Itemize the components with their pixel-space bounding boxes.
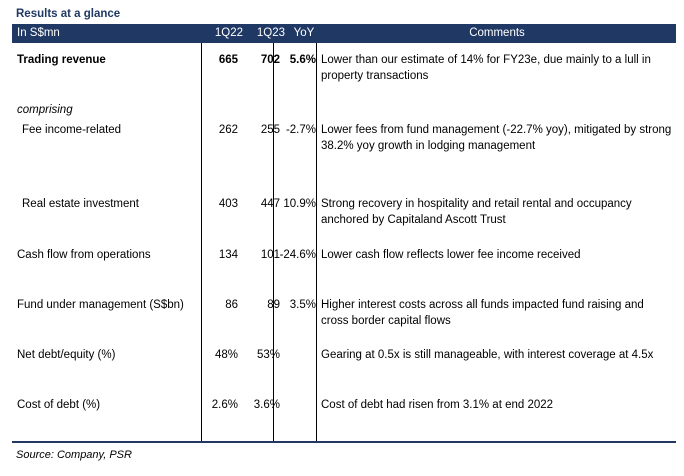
value-1q23: 447: [260, 198, 280, 210]
comment: Higher interest costs across all funds i…: [321, 299, 644, 327]
header-comments: Comments: [469, 27, 525, 39]
row-label: Fund under management (S$bn): [17, 299, 184, 311]
column-divider: [201, 43, 202, 442]
header-1q22: 1Q22: [214, 27, 243, 39]
value-yoy: 3.5%: [289, 299, 316, 311]
value-1q23: 702: [260, 54, 280, 66]
value-1q23: 255: [260, 124, 280, 136]
header-label: In S$mn: [17, 27, 60, 39]
row-label: Real estate investment: [22, 198, 139, 210]
row-label: comprising: [17, 104, 73, 116]
value-1q23: 3.6%: [253, 399, 280, 411]
value-yoy: -2.7%: [285, 124, 316, 136]
value-1q22: 2.6%: [211, 399, 238, 411]
column-divider: [273, 43, 274, 442]
table-bottom-rule: [12, 441, 676, 443]
row-label: Net debt/equity (%): [17, 349, 116, 361]
row-label: Cost of debt (%): [17, 399, 101, 411]
header-1q23: 1Q23: [256, 27, 285, 39]
value-1q22: 86: [225, 299, 238, 311]
comment: Lower cash flow reflects lower fee incom…: [321, 249, 581, 261]
row-label: Cash flow from operations: [17, 249, 151, 261]
comment: Strong recovery in hospitality and retai…: [321, 198, 632, 226]
value-yoy: 5.6%: [289, 54, 316, 66]
column-divider: [316, 43, 317, 442]
table-title: Results at a glance: [16, 8, 121, 20]
value-1q22: 134: [218, 249, 238, 261]
header-yoy: YoY: [293, 27, 315, 39]
comment: Lower fees from fund management (-22.7% …: [321, 124, 672, 152]
source-note: Source: Company, PSR: [16, 449, 132, 461]
value-1q22: 403: [218, 198, 238, 210]
table-header: In S$mn 1Q22 1Q23 YoY Comments: [12, 24, 676, 43]
value-1q23: 101: [260, 249, 280, 261]
value-1q22: 262: [218, 124, 238, 136]
comment: Cost of debt had risen from 3.1% at end …: [321, 399, 554, 411]
comment: Lower than our estimate of 14% for FY23e…: [321, 54, 651, 82]
row-label: Fee income-related: [22, 124, 122, 136]
value-yoy: 10.9%: [283, 198, 316, 210]
comment: Gearing at 0.5x is still manageable, wit…: [321, 349, 654, 361]
row-label: Trading revenue: [17, 54, 106, 66]
value-1q23: 53%: [256, 349, 280, 361]
value-1q22: 48%: [214, 349, 238, 361]
value-yoy: -24.6%: [279, 249, 316, 261]
value-1q23: 89: [267, 299, 280, 311]
value-1q22: 665: [218, 54, 238, 66]
